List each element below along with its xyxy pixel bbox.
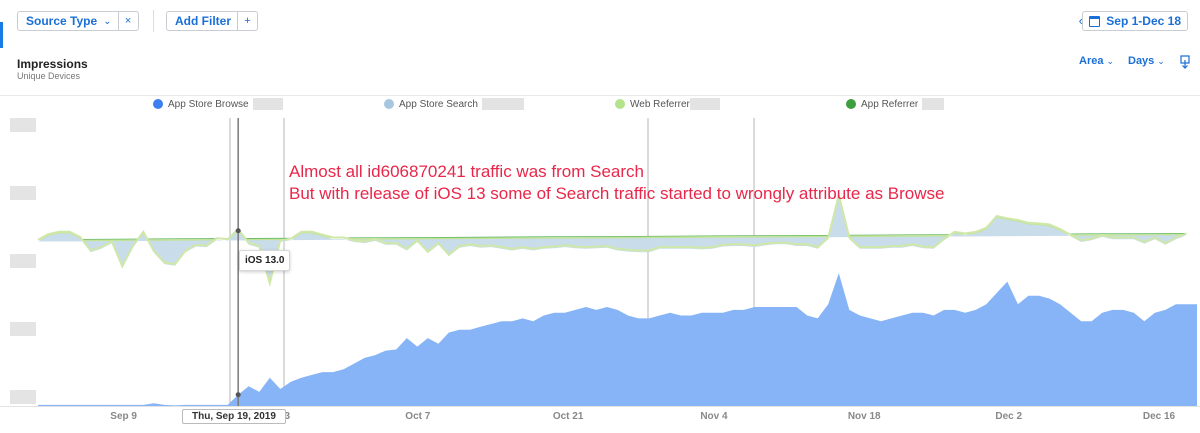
legend-dot	[846, 99, 856, 109]
chart-legend: App Store Browse App Store Search Web Re…	[0, 98, 1200, 116]
x-tick-label: Sep 9	[110, 411, 137, 422]
x-tick-label: Nov 4	[700, 411, 728, 422]
chevron-down-icon[interactable]: ⌄	[103, 15, 112, 27]
toolbar-divider	[153, 10, 154, 32]
legend-item-browse[interactable]: App Store Browse	[153, 98, 283, 110]
export-icon[interactable]	[1180, 55, 1190, 69]
chevron-left-icon[interactable]: ‹	[1078, 13, 1083, 28]
chart-type-label[interactable]: Area	[1079, 55, 1104, 67]
marker-tooltip: iOS 13.0	[239, 250, 291, 271]
area-search[interactable]	[38, 196, 1187, 285]
annotation-text: Almost all id606870241 traffic was from …	[289, 161, 944, 205]
plus-icon[interactable]: +	[237, 12, 257, 30]
redacted-value	[689, 98, 720, 110]
legend-item-web[interactable]: Web Referrer	[615, 98, 720, 110]
y-tick-redacted	[10, 390, 36, 404]
chevron-down-icon: ⌄	[1157, 56, 1165, 66]
legend-label: App Store Search	[399, 98, 478, 110]
y-tick-redacted	[10, 186, 36, 200]
chevron-down-icon: ⌄	[1106, 56, 1115, 66]
marker-point	[235, 392, 241, 398]
hover-date-label: Thu, Sep 19, 2019	[182, 409, 286, 424]
interval-dropdown[interactable]: Days ⌄	[1128, 55, 1165, 67]
add-filter-label[interactable]: Add Filter	[175, 14, 231, 28]
legend-dot	[615, 99, 625, 109]
date-range-label[interactable]: Sep 1-Dec 18	[1106, 14, 1181, 28]
date-range-picker[interactable]: Sep 1-Dec 18	[1082, 11, 1188, 31]
x-tick-label: Dec 2	[995, 411, 1023, 422]
legend-item-app[interactable]: App Referrer	[846, 98, 945, 110]
nav-accent	[0, 22, 3, 48]
chart-type-dropdown[interactable]: Area ⌄	[1079, 55, 1114, 67]
legend-item-search[interactable]: App Store Search	[384, 98, 524, 110]
source-type-label[interactable]: Source Type	[26, 14, 98, 28]
y-tick-redacted	[10, 322, 36, 336]
legend-dot	[153, 99, 163, 109]
calendar-icon	[1089, 15, 1101, 27]
chart-top-border	[0, 95, 1200, 96]
redacted-value	[252, 98, 283, 110]
annotation-line-1: Almost all id606870241 traffic was from …	[289, 162, 644, 181]
add-filter-button[interactable]: Add Filter +	[166, 11, 258, 31]
clear-filter-button[interactable]: ×	[117, 12, 138, 30]
redacted-value	[481, 98, 524, 110]
legend-label: Web Referrer	[630, 98, 690, 110]
chart-title: Impressions	[17, 57, 88, 71]
redacted-value	[922, 98, 945, 110]
y-tick-redacted	[10, 118, 36, 132]
x-tick-label: Nov 18	[847, 411, 881, 422]
web-referrer-edge	[37, 194, 1187, 288]
marker-point	[235, 228, 241, 234]
y-tick-redacted	[10, 254, 36, 268]
interval-label[interactable]: Days	[1128, 55, 1155, 67]
annotation-line-2: But with release of iOS 13 some of Searc…	[289, 184, 945, 203]
area-browse[interactable]	[38, 273, 1197, 406]
chart-subtitle: Unique Devices	[17, 71, 81, 81]
source-type-filter[interactable]: Source Type ⌄ ×	[17, 11, 139, 31]
x-tick-label: Dec 16	[1142, 411, 1176, 422]
legend-dot	[384, 99, 394, 109]
x-tick-label: Oct 7	[405, 411, 431, 422]
legend-label: App Referrer	[861, 98, 919, 110]
x-tick-label: Oct 21	[552, 411, 584, 422]
legend-label: App Store Browse	[168, 98, 249, 110]
